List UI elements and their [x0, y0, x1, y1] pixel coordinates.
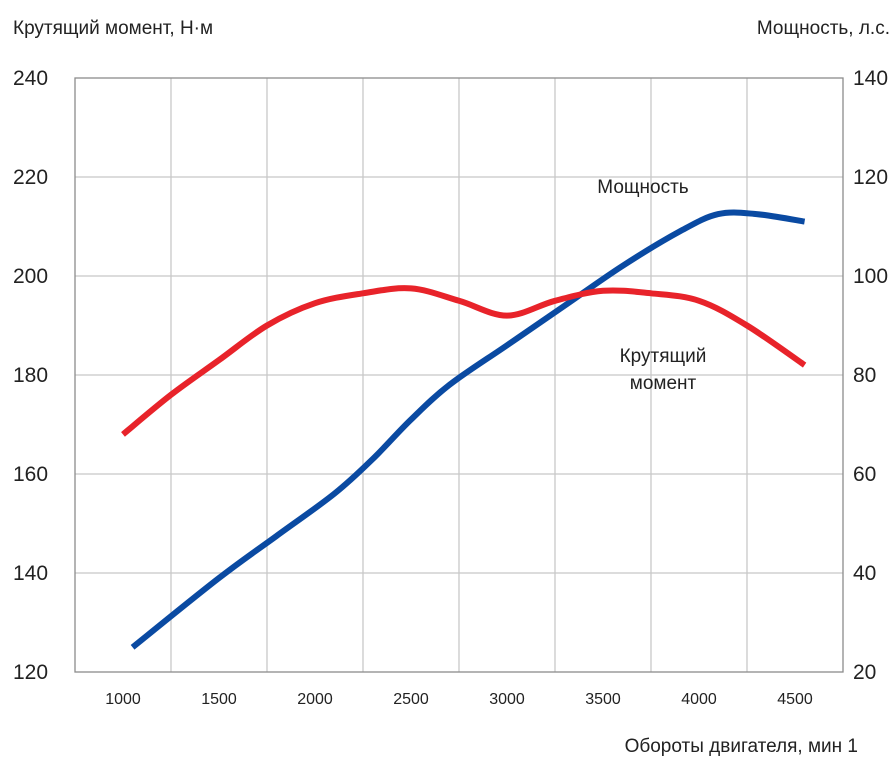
data-series: [121, 209, 807, 650]
left-tick-label: 120: [13, 661, 48, 684]
x-tick-label: 2000: [297, 691, 333, 708]
torque-series-label-line-2: момент: [630, 373, 697, 394]
x-axis-title: Обороты двигателя, мин 1: [625, 736, 858, 757]
left-tick-label: 200: [13, 265, 48, 288]
x-tick-label: 1500: [201, 691, 237, 708]
x-tick-label: 3500: [585, 691, 621, 708]
left-tick-label: 220: [13, 166, 48, 189]
x-tick-label: 3000: [489, 691, 525, 708]
left-tick-label: 240: [13, 67, 48, 90]
left-tick-label: 140: [13, 562, 48, 585]
x-tick-label: 4000: [681, 691, 717, 708]
right-tick-label: 40: [853, 562, 876, 585]
right-axis-ticks: 140 120 100 80 60 40 20: [853, 67, 888, 684]
left-axis-ticks: 240 220 200 180 160 140 120: [13, 67, 48, 684]
x-axis-ticks: 1000 1500 2000 2500 3000 3500 4000 4500: [105, 691, 813, 708]
right-tick-label: 80: [853, 364, 876, 387]
x-tick-label: 1000: [105, 691, 141, 708]
plot-border: [74, 77, 844, 673]
plot-frame: [74, 77, 844, 673]
right-tick-label: 60: [853, 463, 876, 486]
power-series-line: [130, 209, 806, 650]
right-tick-label: 140: [853, 67, 888, 90]
torque-series-label-line-1: Крутящий: [620, 346, 707, 367]
right-tick-label: 20: [853, 661, 876, 684]
x-tick-label: 4500: [777, 691, 813, 708]
right-tick-label: 120: [853, 166, 888, 189]
left-tick-label: 160: [13, 463, 48, 486]
left-tick-label: 180: [13, 364, 48, 387]
torque-series-line: [121, 285, 807, 437]
right-axis-title: Мощность, л.с.: [757, 18, 890, 39]
left-axis-title: Крутящий момент, Н·м: [13, 18, 213, 39]
grid-lines: [75, 78, 843, 672]
x-tick-label: 2500: [393, 691, 429, 708]
right-tick-label: 100: [853, 265, 888, 288]
power-series-label: Мощность: [597, 177, 689, 198]
